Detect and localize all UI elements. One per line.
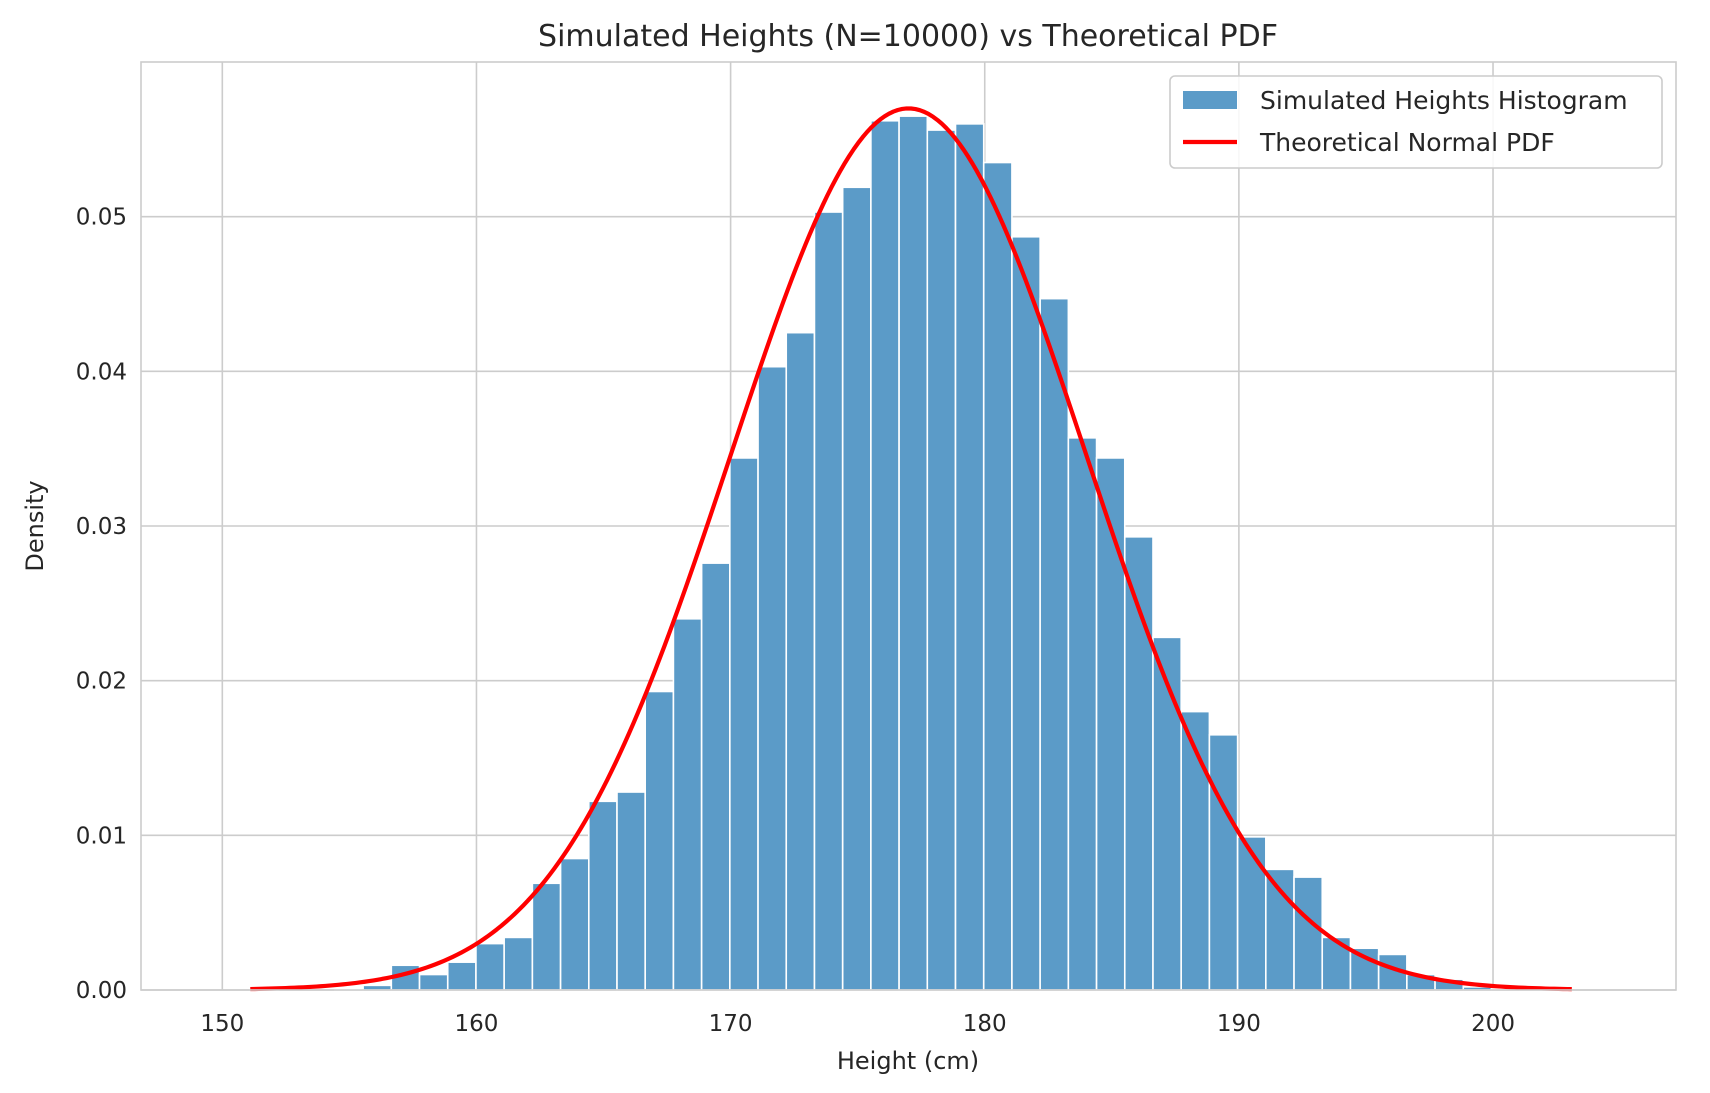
histogram-bar bbox=[418, 973, 449, 991]
chart-title: Simulated Heights (N=10000) vs Theoretic… bbox=[538, 19, 1278, 54]
histogram-bar bbox=[841, 186, 872, 991]
histogram-bar bbox=[1265, 868, 1295, 991]
x-tick-label: 190 bbox=[1217, 1011, 1261, 1037]
histogram-bar bbox=[982, 161, 1013, 991]
histogram-bar bbox=[644, 690, 675, 991]
y-tick-label: 0.04 bbox=[76, 359, 127, 385]
histogram-bar bbox=[785, 331, 816, 991]
histogram-bar bbox=[672, 617, 703, 991]
legend-histogram-swatch bbox=[1183, 91, 1237, 109]
x-tick-label: 150 bbox=[200, 1011, 244, 1037]
histogram-bar bbox=[898, 115, 929, 991]
y-tick-label: 0.03 bbox=[76, 514, 127, 540]
legend-pdf-label: Theoretical Normal PDF bbox=[1259, 128, 1555, 157]
histogram-bar bbox=[954, 123, 985, 991]
x-tick-label: 160 bbox=[455, 1011, 499, 1037]
y-tick-label: 0.01 bbox=[76, 823, 127, 849]
histogram-bar bbox=[503, 936, 534, 991]
x-tick-label: 200 bbox=[1471, 1011, 1515, 1037]
histogram-bar bbox=[1293, 876, 1324, 991]
histogram-bar bbox=[1011, 235, 1041, 991]
histogram-bar bbox=[870, 119, 900, 991]
histogram-bar bbox=[729, 457, 759, 991]
histogram-bar bbox=[1067, 437, 1098, 991]
x-axis-ticks: 150 160 170 180 190 200 bbox=[200, 1011, 1515, 1037]
histogram-bar bbox=[475, 942, 505, 991]
legend-box bbox=[1169, 75, 1663, 169]
histogram-bar bbox=[1039, 297, 1070, 991]
histogram-bar bbox=[757, 365, 788, 991]
histogram-bar bbox=[1095, 457, 1126, 991]
histogram-bar bbox=[1349, 947, 1380, 991]
y-axis-ticks: 0.00 0.01 0.02 0.03 0.04 0.05 bbox=[76, 205, 127, 1004]
x-tick-label: 170 bbox=[709, 1011, 753, 1037]
plot-frame bbox=[140, 61, 1677, 991]
pdf-curve bbox=[250, 106, 1572, 992]
histogram-bar bbox=[700, 562, 731, 991]
histogram-bar bbox=[813, 211, 844, 991]
x-tick-label: 180 bbox=[963, 1011, 1007, 1037]
histogram-bar bbox=[1152, 636, 1182, 991]
y-tick-label: 0.05 bbox=[76, 205, 127, 231]
legend-histogram-label: Simulated Heights Histogram bbox=[1260, 86, 1628, 115]
y-tick-label: 0.02 bbox=[76, 669, 127, 695]
histogram-bar bbox=[531, 882, 562, 991]
y-axis-label: Density bbox=[21, 480, 49, 571]
histogram-bar bbox=[926, 129, 957, 991]
histogram-bar bbox=[446, 961, 477, 991]
legend: Simulated Heights Histogram Theoretical … bbox=[1169, 75, 1663, 169]
histogram-bar bbox=[1208, 733, 1239, 991]
histogram-bar bbox=[1236, 836, 1267, 991]
histogram-bar bbox=[559, 857, 590, 991]
x-axis-label: Height (cm) bbox=[837, 1047, 979, 1075]
y-tick-label: 0.00 bbox=[76, 978, 127, 1004]
histogram-bars bbox=[249, 115, 1549, 991]
histogram-bar bbox=[616, 791, 647, 991]
histogram-bar bbox=[587, 800, 618, 991]
